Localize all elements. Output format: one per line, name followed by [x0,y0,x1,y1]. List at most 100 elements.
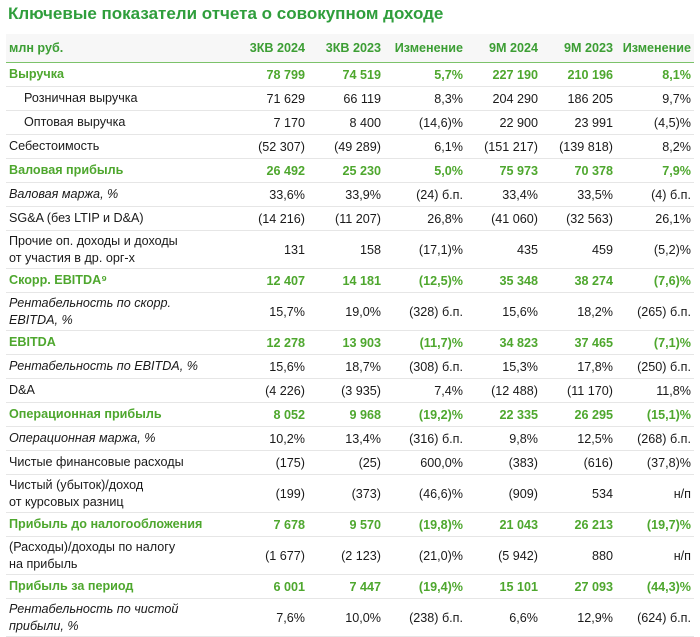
table-row: Валовая маржа, % 33,6% 33,9% (24) б.п. 33,4%… [6,182,694,207]
cell-value: (316) б.п. [384,426,466,451]
cell-value: 33,4% [466,182,541,207]
cell-value: (4) б.п. [616,182,694,207]
cell-value: (5 942) [466,536,541,575]
cell-value: 14 181 [308,268,384,293]
column-header: Изменение [616,34,694,63]
cell-value: 13 903 [308,330,384,355]
cell-value: 74 519 [308,62,384,87]
row-label: D&A [6,378,238,403]
cell-value: 210 196 [541,62,616,87]
cell-value: 186 205 [541,86,616,111]
cell-value: 227 190 [466,62,541,87]
cell-value: 17,8% [541,354,616,379]
cell-value: 26 492 [238,158,308,183]
cell-value: (11,7)% [384,330,466,355]
cell-value: (19,7)% [616,512,694,537]
row-label: Прибыль за период [6,574,238,599]
row-label: Оптовая выручка [6,110,238,135]
row-label: Чистые финансовые расходы [6,450,238,475]
table-row: Чистые финансовые расходы (175) (25) 600,0%… [6,450,694,475]
row-label: Прочие оп. доходы и доходы от участия в … [6,230,238,269]
cell-value: (19,4)% [384,574,466,599]
table-row: Рентабельность по чистой прибыли, % 7,6% 1… [6,598,694,637]
table-row: Рентабельность по скорр. EBITDA, % 15,7% 1… [6,292,694,331]
header-row: млн руб. 3КВ 2024 3КВ 2023 Изменение 9М 2024… [6,34,694,63]
cell-value: (21,0)% [384,536,466,575]
cell-value: (265) б.п. [616,292,694,331]
table-body: Выручка 78 799 74 519 5,7% 227 190 210 196 8,1… [6,62,694,637]
column-header: Изменение [384,34,466,63]
row-label: (Расходы)/доходы по налогу на прибыль [6,536,238,575]
cell-value: 75 973 [466,158,541,183]
cell-value: 9 968 [308,402,384,427]
cell-value: (12 488) [466,378,541,403]
cell-value: 7 678 [238,512,308,537]
cell-value: 10,2% [238,426,308,451]
cell-value: 8,1% [616,62,694,87]
cell-value: 534 [541,474,616,513]
cell-value: (19,2)% [384,402,466,427]
cell-value: 35 348 [466,268,541,293]
cell-value: 18,7% [308,354,384,379]
cell-value: 8,2% [616,134,694,159]
cell-value: 15,6% [466,292,541,331]
cell-value: 13,4% [308,426,384,451]
cell-value: 33,6% [238,182,308,207]
cell-value: (4,5)% [616,110,694,135]
cell-value: 18,2% [541,292,616,331]
cell-value: 6 001 [238,574,308,599]
column-header: 9М 2023 [541,34,616,63]
cell-value: 15 101 [466,574,541,599]
cell-value: (328) б.п. [384,292,466,331]
cell-value: (308) б.п. [384,354,466,379]
row-label: Выручка [6,62,238,87]
cell-value: 459 [541,230,616,269]
cell-value: 8 052 [238,402,308,427]
cell-value: 12 278 [238,330,308,355]
title: Ключевые показатели отчета о совокупном … [8,4,444,23]
cell-value: 38 274 [541,268,616,293]
cell-value: 7 447 [308,574,384,599]
table-row: (Расходы)/доходы по налогу на прибыль (1 … [6,536,694,575]
row-label: Операционная прибыль [6,402,238,427]
cell-value: (15,1)% [616,402,694,427]
row-label: Чистый (убыток)/доход от курсовых разниц [6,474,238,513]
cell-value: (199) [238,474,308,513]
table-row: SG&A (без LTIP и D&A) (14 216) (11 207) 26,… [6,206,694,231]
cell-value: 9,7% [616,86,694,111]
cell-value: 70 378 [541,158,616,183]
row-label: Операционная маржа, % [6,426,238,451]
cell-value: (5,2)% [616,230,694,269]
table-row: EBITDA 12 278 13 903 (11,7)% 34 823 37 465 (7,… [6,330,694,355]
cell-value: 25 230 [308,158,384,183]
cell-value: (268) б.п. [616,426,694,451]
table-row: Валовая прибыль 26 492 25 230 5,0% 75 973 70 … [6,158,694,183]
cell-value: 7 170 [238,110,308,135]
cell-value: 19,0% [308,292,384,331]
cell-value: (3 935) [308,378,384,403]
column-header: 9М 2024 [466,34,541,63]
cell-value: (37,8)% [616,450,694,475]
cell-value: 26,8% [384,206,466,231]
table-row: Операционная прибыль 8 052 9 968 (19,2)% 22 … [6,402,694,427]
cell-value: (41 060) [466,206,541,231]
cell-value: 880 [541,536,616,575]
cell-value: 8,3% [384,86,466,111]
cell-value: 7,4% [384,378,466,403]
cell-value: (175) [238,450,308,475]
cell-value: 158 [308,230,384,269]
cell-value: (11 207) [308,206,384,231]
cell-value: 11,8% [616,378,694,403]
table-row: D&A (4 226) (3 935) 7,4% (12 488) (11 170) 11,… [6,378,694,403]
cell-value: 5,0% [384,158,466,183]
cell-value: 10,0% [308,598,384,637]
cell-value: 15,7% [238,292,308,331]
column-header: млн руб. [6,34,238,63]
cell-value: 26 213 [541,512,616,537]
cell-value: (139 818) [541,134,616,159]
cell-value: 15,6% [238,354,308,379]
cell-value: (46,6)% [384,474,466,513]
cell-value: (7,6)% [616,268,694,293]
cell-value: (151 217) [466,134,541,159]
row-label: EBITDA [6,330,238,355]
